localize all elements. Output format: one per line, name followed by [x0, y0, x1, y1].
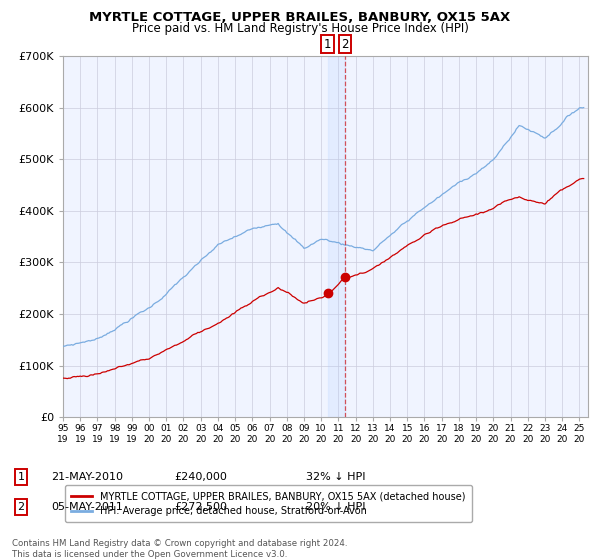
Text: Contains HM Land Registry data © Crown copyright and database right 2024.
This d: Contains HM Land Registry data © Crown c… — [12, 539, 347, 559]
Legend: MYRTLE COTTAGE, UPPER BRAILES, BANBURY, OX15 5AX (detached house), HPI: Average : MYRTLE COTTAGE, UPPER BRAILES, BANBURY, … — [65, 486, 472, 522]
Text: 2: 2 — [341, 38, 349, 50]
Text: 20% ↓ HPI: 20% ↓ HPI — [306, 502, 365, 512]
Text: Price paid vs. HM Land Registry's House Price Index (HPI): Price paid vs. HM Land Registry's House … — [131, 22, 469, 35]
Bar — [328, 56, 345, 417]
Text: 05-MAY-2011: 05-MAY-2011 — [51, 502, 123, 512]
Text: MYRTLE COTTAGE, UPPER BRAILES, BANBURY, OX15 5AX: MYRTLE COTTAGE, UPPER BRAILES, BANBURY, … — [89, 11, 511, 24]
Text: 1: 1 — [17, 472, 25, 482]
Text: 32% ↓ HPI: 32% ↓ HPI — [306, 472, 365, 482]
Text: 1: 1 — [324, 38, 331, 50]
Text: £240,000: £240,000 — [174, 472, 227, 482]
Text: £272,500: £272,500 — [174, 502, 227, 512]
Text: 21-MAY-2010: 21-MAY-2010 — [51, 472, 123, 482]
Text: 2: 2 — [17, 502, 25, 512]
